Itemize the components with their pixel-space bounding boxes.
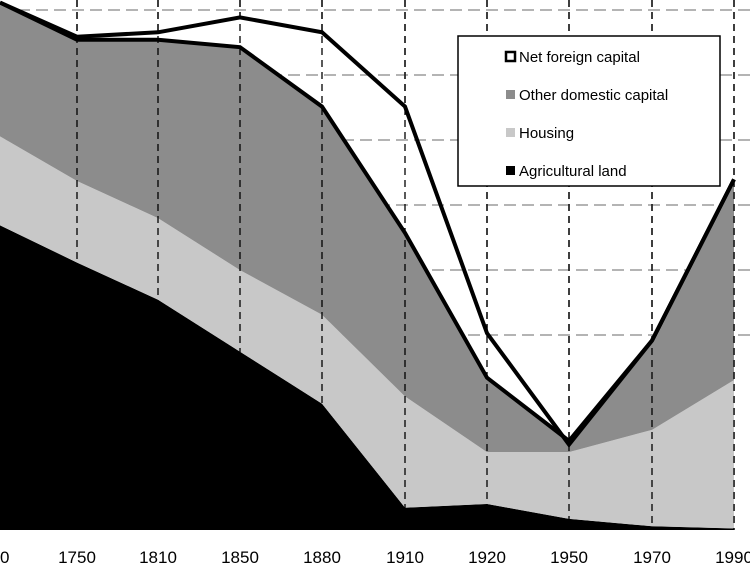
legend-label: Agricultural land — [519, 163, 627, 180]
overlay-agricultural-land — [0, 225, 734, 530]
x-tick-label-1970: 1970 — [633, 548, 671, 567]
overlay-housing — [0, 136, 734, 529]
legend-item-agricultural-land: Agricultural land — [506, 163, 627, 180]
legend-label: Net foreign capital — [519, 49, 640, 66]
x-tick-label-1850: 1850 — [221, 548, 259, 567]
chart-legend: Net foreign capital Other domestic capita… — [457, 35, 721, 187]
legend-item-other-domestic-capital: Other domestic capital — [506, 87, 668, 104]
legend-label: Housing — [519, 125, 574, 142]
x-tick-label-1700: 00 — [0, 548, 9, 567]
x-tick-label-1990: 1990 — [715, 548, 750, 567]
national-capital-line — [0, 0, 736, 448]
legend-item-housing: Housing — [506, 125, 574, 142]
legend-swatch — [504, 50, 517, 63]
x-tick-label-1810: 1810 — [139, 548, 177, 567]
legend-label: Other domestic capital — [519, 87, 668, 104]
domestic-overlay — [0, 2, 734, 530]
legend-swatch — [506, 90, 515, 99]
x-tick-label-1920: 1920 — [468, 548, 506, 567]
x-tick-label-1910: 1910 — [386, 548, 424, 567]
x-tick-label-1950: 1950 — [550, 548, 588, 567]
overlay-other-domestic-capital — [0, 2, 734, 452]
x-tick-label-1750: 1750 — [58, 548, 96, 567]
legend-box — [457, 35, 721, 187]
legend-swatch — [506, 166, 515, 175]
x-tick-label-1880: 1880 — [303, 548, 341, 567]
legend-item-net-foreign-capital: Net foreign capital — [504, 49, 640, 66]
boundary-lines — [0, 0, 736, 448]
x-axis-tick-labels: 00 1750 1810 1850 1880 1910 1920 1950 1970 1990 — [0, 548, 750, 567]
legend-swatch — [506, 128, 515, 137]
area-net-foreign-capital — [0, 2, 734, 445]
